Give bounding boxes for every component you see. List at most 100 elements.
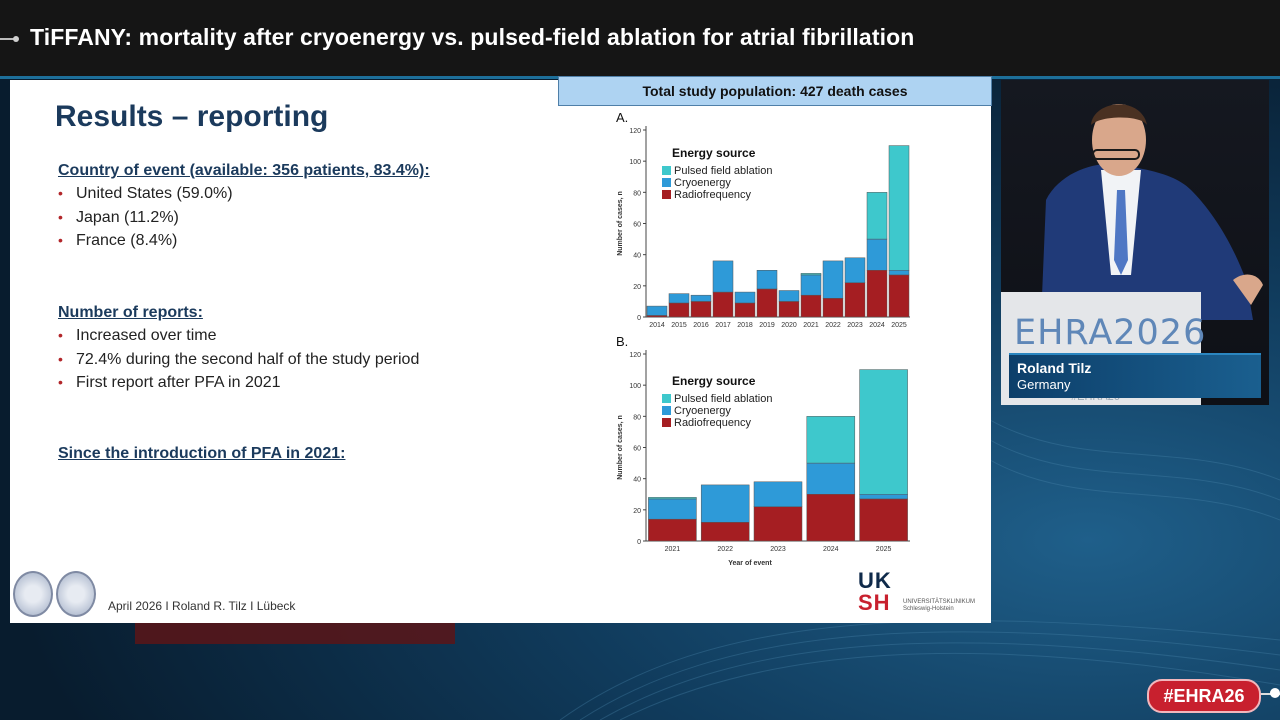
y-tick-label: 20 [633, 284, 641, 291]
bar-segment-radiofrequency [756, 288, 778, 318]
bar-segment-radiofrequency [888, 274, 910, 318]
legend-label: Cryoenergy [674, 405, 731, 417]
podium-brand: EHRA2026 [1014, 313, 1207, 353]
title-bar-dot [13, 36, 19, 42]
x-tick-label: 2023 [770, 546, 786, 553]
y-axis-label: Number of cases, n [617, 415, 624, 480]
bar-segment-radiofrequency [700, 522, 750, 542]
bar-segment-cryoenergy [690, 294, 712, 302]
chart-b: B. 0 20 40 60 80 100 120 Number of cases, n 2021 2… [616, 334, 910, 567]
y-tick-label: 80 [633, 414, 641, 421]
panel-label: B. [616, 334, 628, 349]
legend-swatch [662, 178, 671, 187]
bar-segment-cryoenergy [778, 290, 800, 302]
bar-segment-cryoenergy [859, 494, 908, 500]
x-tick-label: 2021 [665, 546, 681, 553]
y-axis-label: Number of cases, n [617, 191, 624, 256]
speaker-country: Germany [1017, 377, 1071, 392]
country-bullet-list: United States (59.0%) Japan (11.2%) Fran… [58, 182, 233, 253]
y-tick-label: 40 [633, 477, 641, 484]
x-tick-label: 2018 [737, 322, 753, 329]
section-heading-pfa: Since the introduction of PFA in 2021: [58, 445, 346, 462]
uksh-logo-subtitle: UNIVERSITÄTSKLINIKUM Schleswig-Holstein [903, 599, 976, 612]
legend-label: Radiofrequency [674, 189, 752, 201]
section-heading-country: Country of event (available: 356 patient… [58, 162, 430, 179]
y-tick-label: 0 [637, 315, 641, 322]
university-seal-icon [56, 571, 96, 617]
bar-segment-radiofrequency [712, 291, 734, 318]
x-tick-label: 2024 [823, 546, 839, 553]
y-tick-label: 100 [629, 383, 641, 390]
panel-label: A. [616, 110, 628, 125]
x-tick-label: 2024 [869, 322, 885, 329]
uksh-logo-sh: SH [858, 590, 891, 615]
x-tick-label: 2022 [717, 546, 733, 553]
bar-segment-radiofrequency [753, 506, 803, 542]
y-tick-label: 20 [633, 508, 641, 515]
x-tick-label: 2015 [671, 322, 687, 329]
x-tick-label: 2014 [649, 322, 665, 329]
bar-segment-cryoenergy [734, 291, 756, 304]
y-tick-label: 60 [633, 222, 641, 229]
x-tick-label: 2016 [693, 322, 709, 329]
legend-swatch [662, 166, 671, 175]
list-item: United States (59.0%) [58, 182, 233, 206]
bar-segment-radiofrequency [648, 518, 697, 542]
bar-segment-radiofrequency [806, 494, 856, 542]
bar-segment-radiofrequency [844, 282, 866, 318]
x-tick-label: 2025 [876, 546, 892, 553]
bar-segment-pulsed-field-ablation [806, 416, 856, 464]
bar-segment-cryoenergy [712, 260, 734, 293]
broadcast-title-bar: TiFFANY: mortality after cryoenergy vs. … [0, 0, 1280, 79]
bar-segment-radiofrequency [734, 302, 756, 318]
y-tick-label: 120 [629, 352, 641, 359]
y-tick-label: 0 [637, 539, 641, 546]
legend-label: Radiofrequency [674, 417, 752, 429]
uksh-logo: UK SH [858, 570, 898, 614]
slide-title: Results – reporting [55, 100, 329, 133]
bar-segment-cryoenergy [700, 484, 750, 523]
presentation-slide: Results – reporting Country of event (av… [10, 76, 992, 623]
bar-segment-radiofrequency [822, 298, 844, 318]
bar-segment-radiofrequency [800, 294, 822, 318]
slide-footer: April 2026 I Roland R. Tilz I Lübeck [108, 599, 296, 613]
uksh-logo-uk: UK [858, 568, 892, 593]
bar-segment-cryoenergy [753, 481, 803, 507]
hashtag-dot [1270, 688, 1280, 698]
x-axis-label: Year of event [728, 560, 772, 567]
legend-swatch [662, 190, 671, 199]
x-tick-label: 2021 [803, 322, 819, 329]
bar-segment-cryoenergy [844, 257, 866, 283]
bar-segment-cryoenergy [800, 274, 822, 296]
bar-segment-cryoenergy [888, 270, 910, 276]
bar-segment-radiofrequency [859, 498, 908, 542]
bar-segment-pulsed-field-ablation [648, 497, 697, 500]
list-item: France (8.4%) [58, 229, 233, 253]
bar-segment-radiofrequency [778, 301, 800, 318]
y-tick-label: 120 [629, 128, 641, 135]
speaker-figure [1041, 104, 1263, 320]
list-item: Increased over time [58, 324, 419, 348]
x-tick-label: 2023 [847, 322, 863, 329]
bar-segment-radiofrequency [668, 302, 690, 318]
title-bar-line [0, 38, 14, 40]
bar-segment-radiofrequency [866, 270, 888, 318]
legend-swatch [662, 394, 671, 403]
legend-label: Pulsed field ablation [674, 393, 772, 405]
legend-title: Energy source [672, 374, 756, 388]
y-tick-label: 80 [633, 190, 641, 197]
speaker-nameplate: Roland Tilz Germany [1009, 353, 1261, 398]
section-heading-reports: Number of reports: [58, 304, 203, 321]
legend-label: Pulsed field ablation [674, 165, 772, 177]
speaker-name: Roland Tilz [1017, 360, 1092, 376]
bar-segment-cryoenergy [756, 270, 778, 290]
y-tick-label: 100 [629, 159, 641, 166]
bar-segment-cryoenergy [866, 238, 888, 271]
x-tick-label: 2025 [891, 322, 907, 329]
bar-segment-pulsed-field-ablation [800, 273, 822, 276]
x-tick-label: 2019 [759, 322, 775, 329]
legend-swatch [662, 406, 671, 415]
hashtag-line [1257, 693, 1280, 695]
broadcast-title: TiFFANY: mortality after cryoenergy vs. … [30, 24, 915, 50]
x-tick-label: 2022 [825, 322, 841, 329]
